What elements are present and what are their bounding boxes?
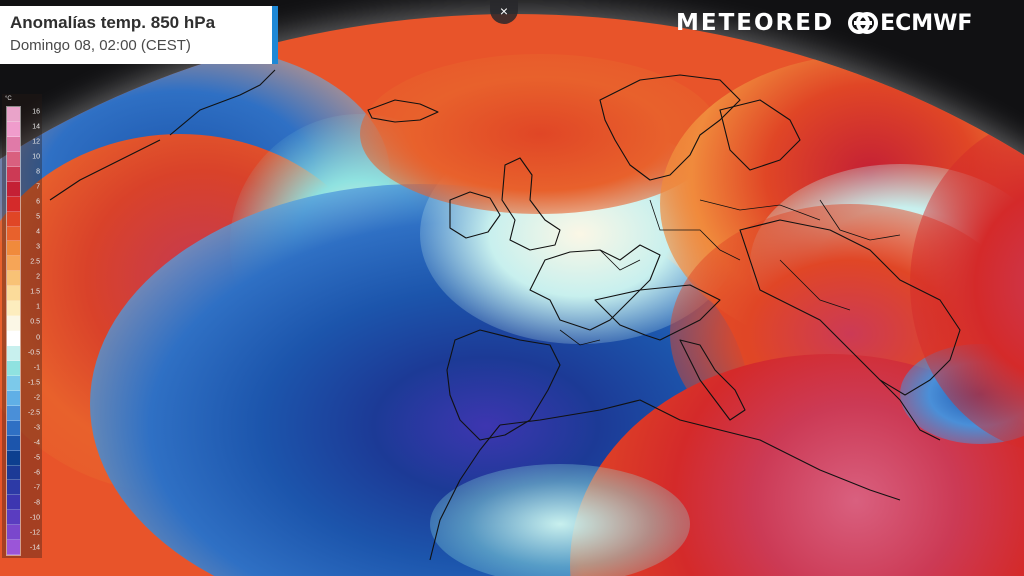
legend-label: -8 [33,499,40,507]
legend-label: -2 [33,394,40,402]
legend-label: -12 [29,529,40,537]
legend-swatch [7,196,20,212]
forecast-time: Domingo 08, 02:00 (CEST) [10,37,191,54]
close-button[interactable]: × [490,0,518,24]
legend-swatch [7,375,20,391]
branding: METEORED ECMWF [676,8,972,38]
legend-swatch [7,241,20,257]
legend-label: 16 [32,108,40,116]
legend-swatch [7,121,20,137]
anomaly-canaries-pale [430,464,690,576]
legend-label: -4 [33,439,40,447]
legend-label: -14 [29,544,40,552]
legend-swatch [7,525,20,541]
legend-swatch [7,480,20,496]
legend-swatch [7,390,20,406]
legend-label: 8 [36,168,40,176]
legend-swatch [7,316,20,332]
legend-swatch [7,136,20,152]
chart-title-panel: Anomalías temp. 850 hPa Domingo 08, 02:0… [0,6,278,64]
legend-label: 5 [36,213,40,221]
legend-label: -5 [33,454,40,462]
page-title: Anomalías temp. 850 hPa [10,13,216,32]
legend-swatch [7,360,20,376]
legend-unit: °C [5,96,12,102]
legend-swatch [7,181,20,197]
legend-label: 2.5 [30,258,40,266]
legend-label: 1.5 [30,288,40,296]
legend-label: 0.5 [30,318,40,326]
ecmwf-emblem-icon [848,12,879,34]
legend-swatch [7,226,20,242]
legend-swatch [7,540,20,556]
legend-swatch [7,107,20,122]
legend-swatch [7,465,20,481]
globe-map[interactable] [0,14,1024,576]
legend-label: 1 [36,303,40,311]
legend-label: -1 [33,364,40,372]
legend-label: -6 [33,469,40,477]
anomaly-iceland-warm [360,54,720,214]
legend-label: -10 [29,514,40,522]
legend-label: 4 [36,228,40,236]
legend-label: 7 [36,183,40,191]
legend-swatch [7,256,20,272]
legend-label: 6 [36,198,40,206]
legend-swatch [7,435,20,451]
legend-labels: 16 14 12 10 8 7 6 5 4 3 2.5 2 1.5 1 0.5 0 -0.5 -1 -1.5 -2 -2… [22,104,42,556]
legend-swatch [7,495,20,511]
close-icon: × [499,3,509,19]
legend-swatch [7,166,20,182]
color-legend: °C 16 14 12 10 8 7 6 5 4 3 2.5 2 1.5 1 0.5 0 -0.5 -1 -1.5 -… [2,94,42,558]
legend-swatch [7,301,20,317]
legend-label: -2.5 [27,409,40,417]
legend-label: 14 [32,123,40,131]
legend-swatch [7,405,20,421]
ecmwf-label: ECMWF [880,10,973,36]
legend-swatches [6,106,21,556]
legend-swatch [7,286,20,302]
legend-swatch [7,346,20,361]
legend-swatch [7,510,20,526]
legend-label: -0.5 [27,349,40,357]
legend-label: 12 [32,138,40,146]
legend-label: -3 [33,424,40,432]
legend-swatch [7,151,20,167]
legend-label: -1.5 [27,379,40,387]
legend-swatch [7,331,20,346]
legend-label: -7 [33,484,40,492]
ecmwf-logo: ECMWF [848,11,972,36]
legend-swatch [7,271,20,287]
legend-label: 3 [36,243,40,251]
meteored-logo: METEORED [676,10,835,36]
legend-swatch [7,211,20,227]
legend-swatch [7,420,20,436]
legend-label: 2 [36,273,40,281]
legend-swatch [7,450,20,466]
legend-label: 10 [32,153,40,161]
legend-label: 0 [36,334,40,342]
